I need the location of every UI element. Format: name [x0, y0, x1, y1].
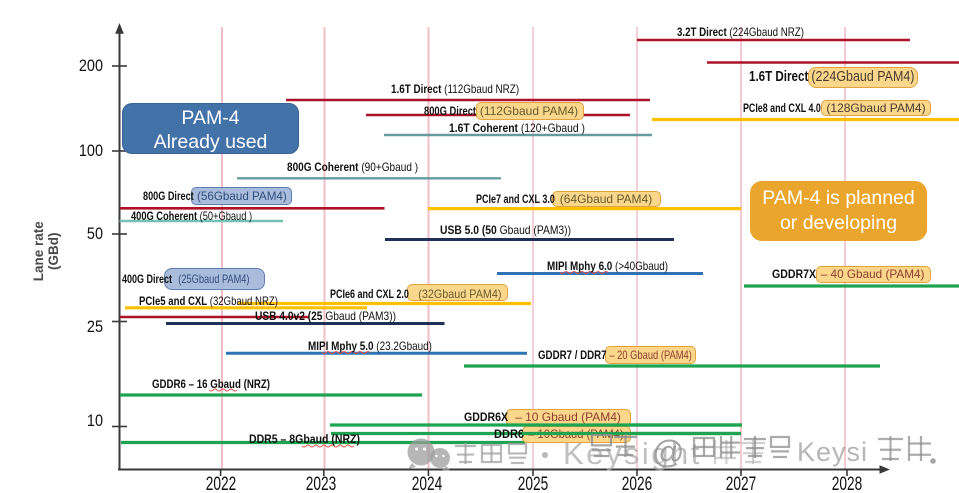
svg-text:Keysi: Keysi: [797, 437, 868, 467]
svg-text:@: @: [652, 434, 684, 470]
svg-text:Keysight: Keysight: [563, 436, 702, 471]
